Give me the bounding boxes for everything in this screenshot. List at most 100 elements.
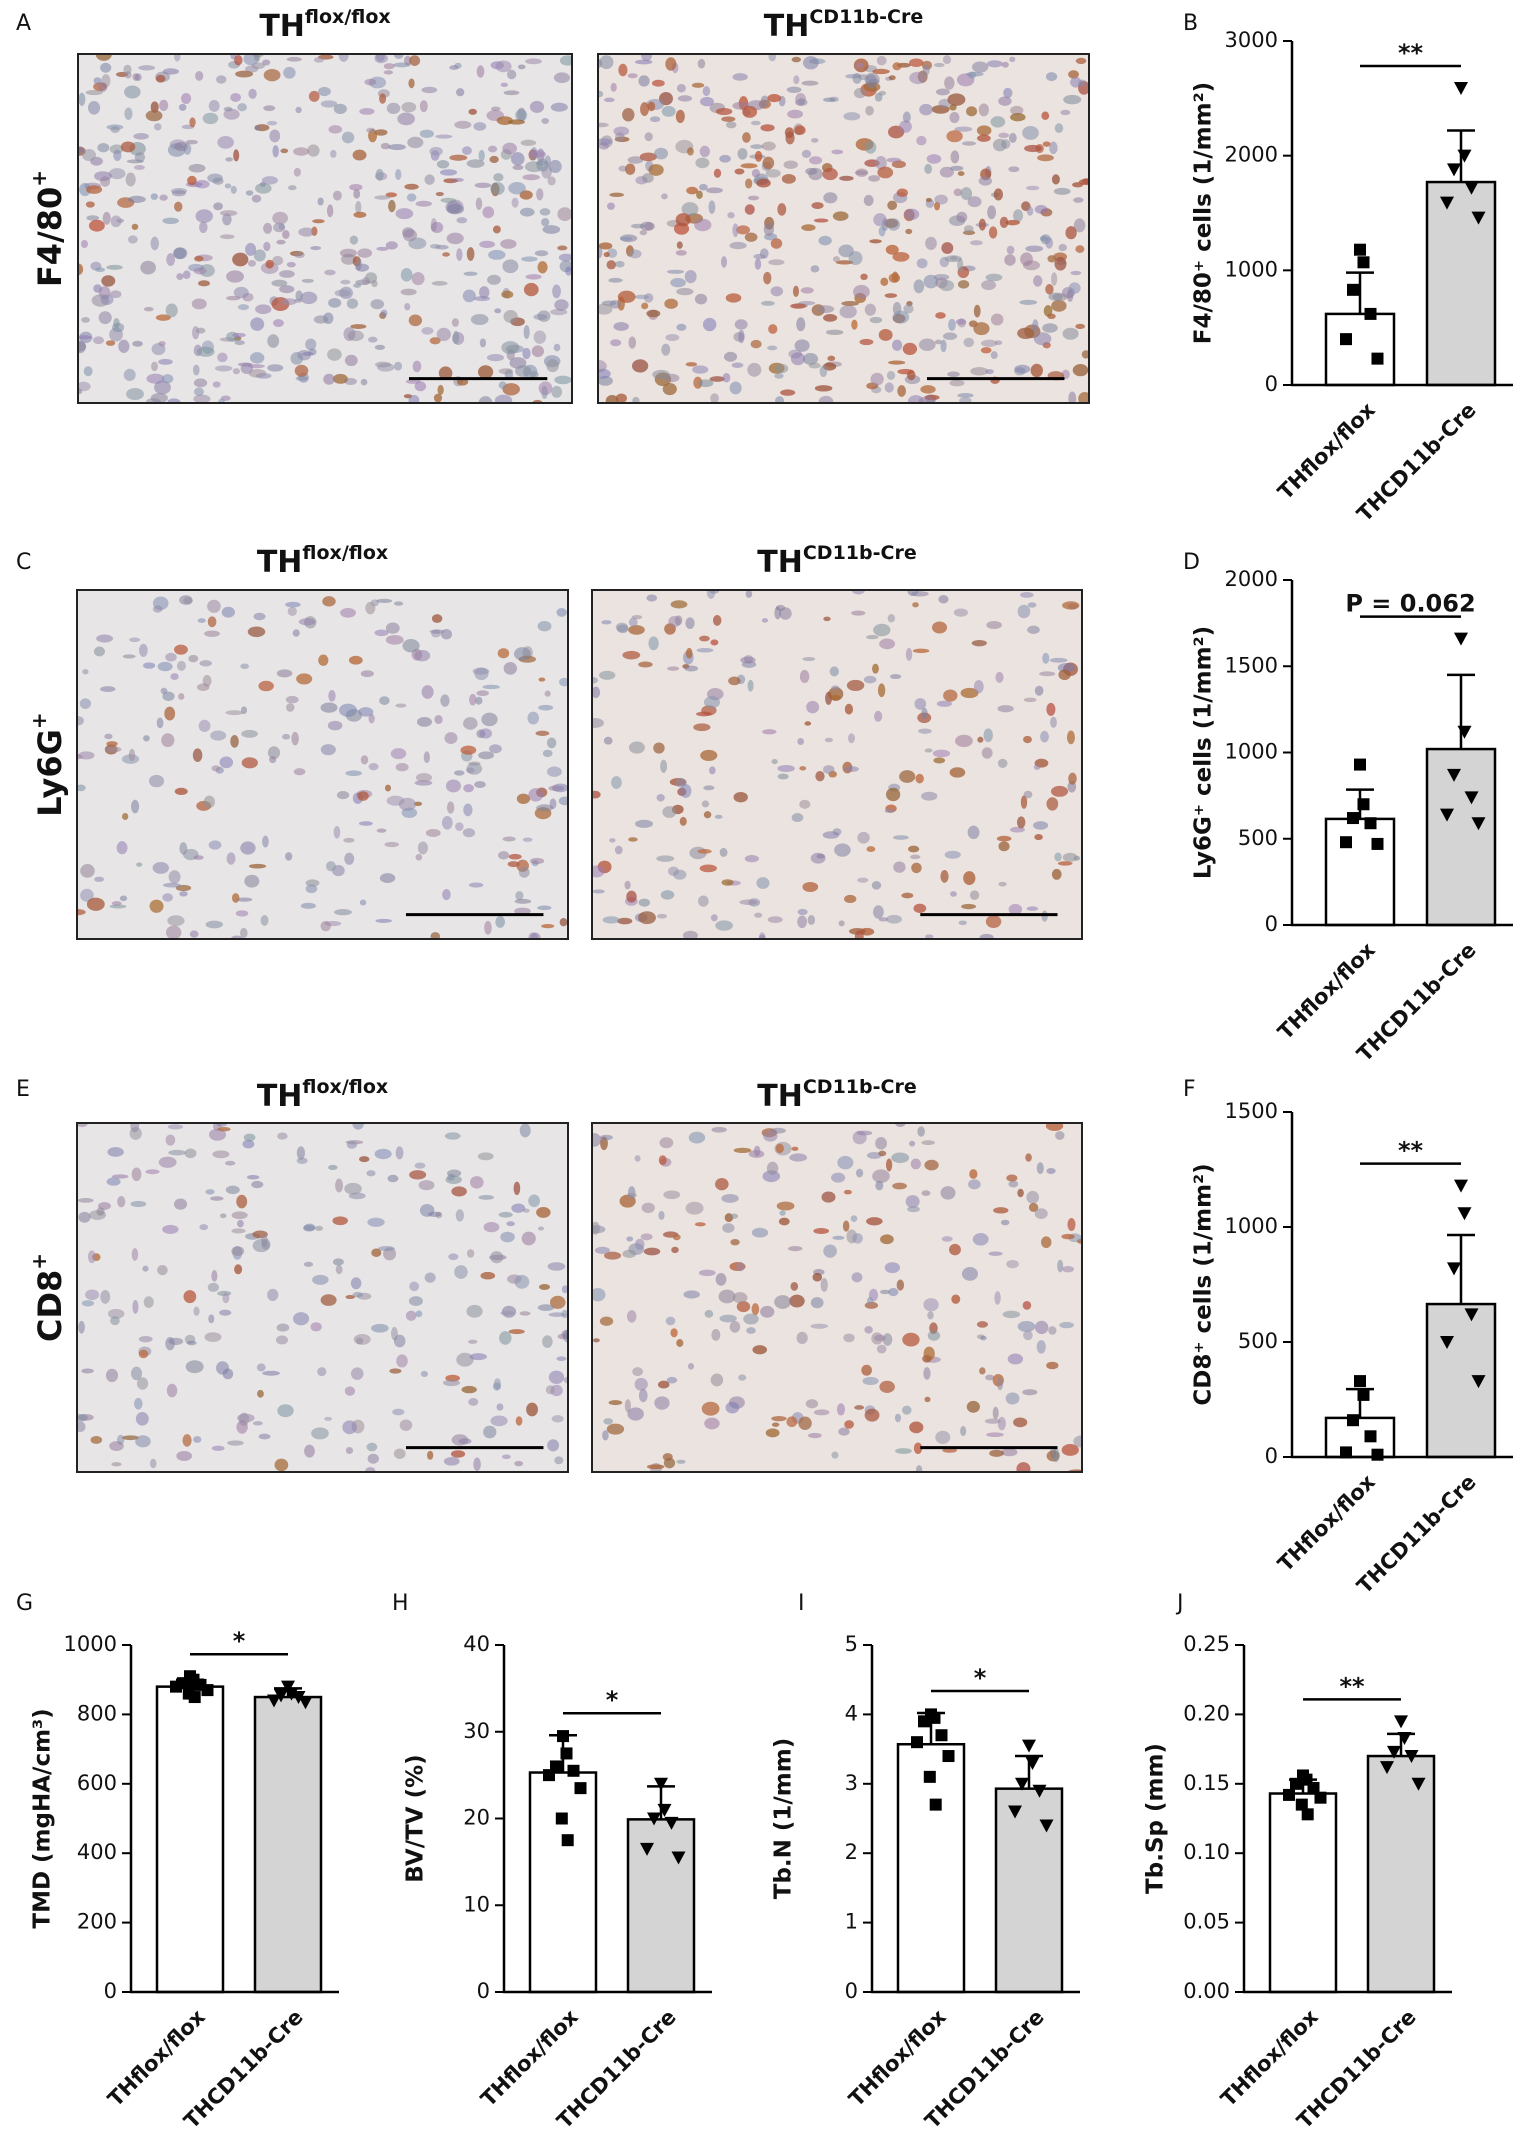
cell: [474, 667, 489, 681]
panel-letter: D: [1183, 550, 1200, 575]
cell: [676, 84, 686, 93]
cell: [350, 324, 367, 329]
cell: [93, 77, 102, 85]
cell: [1063, 94, 1082, 105]
cell: [132, 1299, 139, 1314]
cell: [77, 1123, 89, 1128]
cell: [1062, 601, 1080, 610]
cell: [844, 703, 854, 715]
cell: [400, 268, 413, 282]
cell: [474, 182, 492, 189]
cell: [810, 1297, 824, 1309]
cell: [1017, 1321, 1036, 1332]
cell: [733, 1147, 752, 1154]
cell: [618, 165, 628, 172]
cell: [451, 1434, 469, 1446]
data-point: [1347, 1414, 1359, 1427]
data-point: [1440, 1336, 1454, 1349]
cell: [628, 837, 638, 842]
cell: [108, 168, 126, 180]
cell: [473, 122, 487, 131]
cell: [158, 1156, 177, 1168]
cell: [743, 1313, 759, 1325]
cell: [780, 389, 796, 396]
cell: [873, 213, 887, 227]
cell: [292, 629, 300, 637]
cell: [940, 339, 947, 353]
cell: [334, 289, 351, 297]
cell: [353, 283, 362, 288]
cell: [598, 368, 611, 379]
cell: [638, 898, 651, 907]
cell: [1072, 364, 1089, 377]
cell: [789, 1153, 808, 1162]
cell: [909, 58, 924, 68]
cell: [313, 57, 324, 63]
cell: [866, 1151, 882, 1159]
cell: [326, 204, 334, 218]
cell: [220, 395, 231, 401]
cell: [854, 1405, 865, 1410]
cell: [1048, 1326, 1057, 1335]
cell: [598, 122, 609, 128]
cell: [654, 1396, 670, 1410]
cell: [558, 253, 572, 262]
cell: [632, 1367, 644, 1377]
cell: [170, 673, 179, 680]
data-point: [1295, 1798, 1308, 1811]
cell: [802, 656, 816, 662]
cell: [165, 1336, 175, 1351]
cell: [969, 890, 980, 901]
cell: [949, 379, 965, 387]
x-tick-label: THflox/flox: [1273, 397, 1380, 504]
cell: [559, 677, 568, 687]
cell: [700, 749, 718, 761]
cell: [551, 385, 563, 398]
panel-letter: J: [1175, 1591, 1184, 1616]
cell: [939, 166, 954, 178]
cell: [733, 792, 748, 803]
cell: [993, 188, 1004, 201]
cell: [78, 381, 91, 392]
cell: [257, 1389, 264, 1398]
cell: [729, 381, 742, 395]
cell: [212, 1150, 230, 1159]
cell: [703, 811, 712, 819]
data-point: [1440, 196, 1454, 210]
panel-letter: E: [16, 1077, 30, 1102]
cell: [411, 272, 425, 286]
cell: [267, 746, 281, 760]
cell: [852, 1233, 863, 1244]
cell: [821, 1191, 836, 1203]
cell: [916, 135, 927, 146]
cell: [110, 290, 122, 299]
cell: [968, 1179, 981, 1190]
cell: [710, 1373, 724, 1387]
cell: [756, 178, 771, 188]
cell: [622, 107, 635, 122]
cell: [100, 1290, 111, 1304]
cell: [456, 248, 463, 261]
cell: [534, 250, 549, 257]
cell: [628, 336, 637, 349]
cell: [253, 249, 266, 262]
cell: [814, 385, 833, 392]
cell: [175, 884, 192, 892]
cell: [195, 209, 213, 223]
cell: [248, 863, 267, 869]
cell: [858, 74, 869, 81]
cell: [990, 351, 998, 359]
cell: [305, 879, 320, 887]
cell: [981, 280, 997, 291]
data-point: [1454, 1179, 1468, 1193]
cell: [940, 869, 949, 883]
micrograph: [592, 1123, 1082, 1472]
cell: [1051, 868, 1062, 880]
cell: [1008, 166, 1020, 173]
cell: [355, 263, 370, 272]
cell: [375, 918, 392, 923]
cell: [1046, 702, 1056, 716]
cell: [307, 144, 320, 157]
group-sup: flox/flox: [302, 542, 388, 564]
data-point: [267, 1694, 281, 1708]
